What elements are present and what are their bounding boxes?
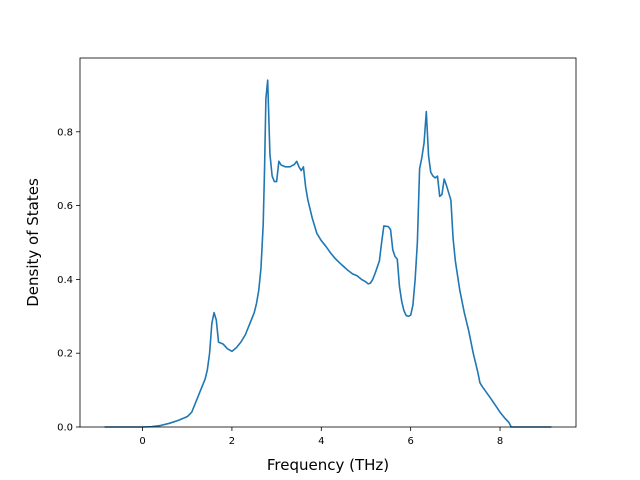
y-tick-label: 0.6	[57, 201, 73, 212]
y-tick-label: 0.0	[57, 423, 73, 434]
dos-series-line	[104, 79, 552, 428]
y-axis-label: Density of States	[24, 178, 42, 307]
x-tick-label: 8	[497, 436, 503, 447]
y-tick-label: 0.8	[57, 127, 73, 138]
y-tick-label: 0.4	[57, 275, 73, 286]
axis-ticks: 0 2 4 6 8 0.0 0.2 0.4 0.6 0.8	[57, 127, 503, 447]
x-tick-label: 4	[318, 436, 324, 447]
y-tick-label: 0.2	[57, 349, 73, 360]
x-tick-label: 2	[229, 436, 235, 447]
x-axis-label: Frequency (THz)	[267, 456, 389, 474]
x-tick-label: 0	[139, 436, 145, 447]
axes-frame	[79, 57, 577, 428]
x-tick-label: 6	[407, 436, 413, 447]
